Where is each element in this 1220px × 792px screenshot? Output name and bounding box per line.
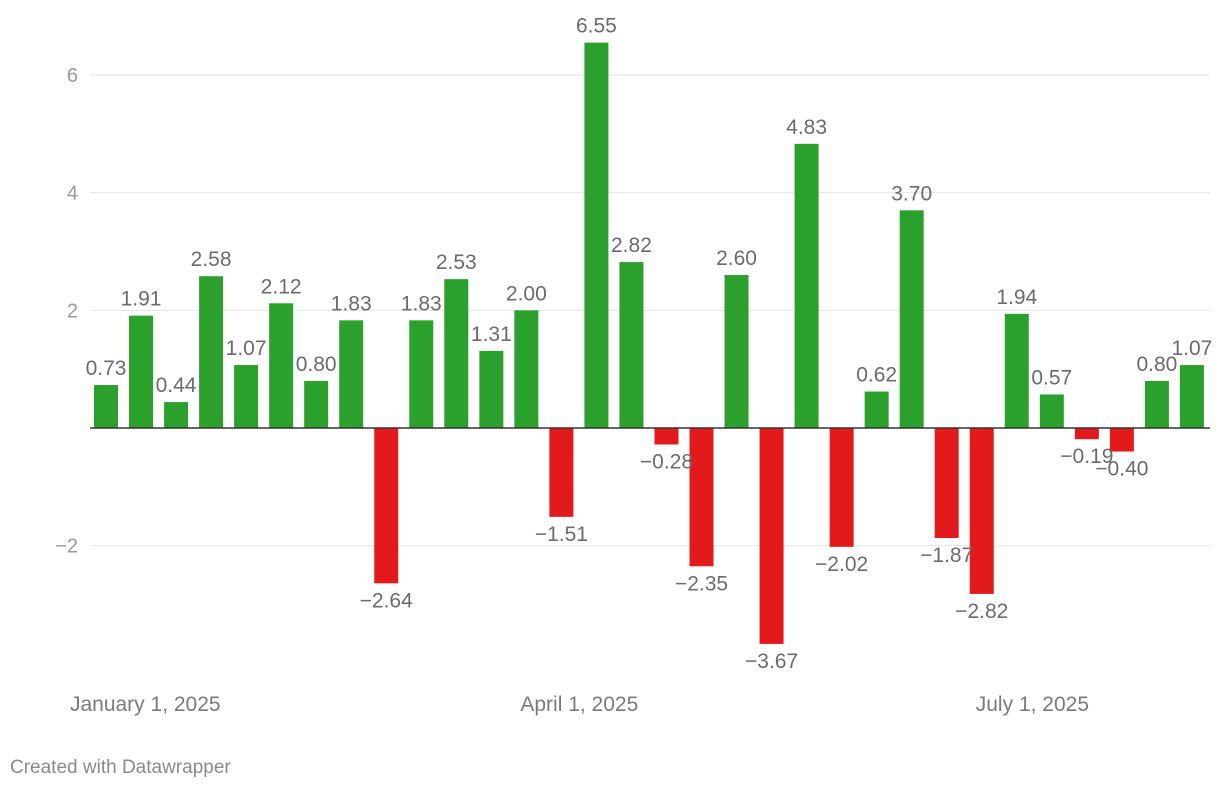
data-label: −1.51 [535, 523, 588, 546]
bar [94, 385, 118, 428]
data-label: 1.91 [121, 288, 162, 311]
bar [374, 428, 399, 584]
bar [409, 320, 434, 428]
data-label: 1.07 [1171, 337, 1212, 360]
bar [1144, 380, 1169, 428]
bar [444, 279, 469, 428]
data-label: 1.83 [331, 292, 372, 315]
bar [899, 210, 924, 428]
data-label: 0.62 [856, 364, 897, 387]
data-label: 1.07 [226, 337, 267, 360]
data-label: 1.83 [401, 292, 442, 315]
data-label: 1.94 [996, 286, 1037, 309]
bar [1004, 313, 1029, 428]
data-label: −0.40 [1095, 458, 1148, 481]
data-label: 3.70 [891, 182, 932, 205]
bar [164, 402, 189, 428]
axes: January 1, 2025 April 1, 2025 July 1, 2025 [70, 427, 1210, 716]
bar [689, 428, 714, 567]
y-tick-label: 4 [67, 183, 78, 205]
data-label: 4.83 [786, 116, 827, 139]
bar [199, 276, 224, 428]
bar [1109, 428, 1134, 452]
data-label: −2.02 [815, 553, 868, 576]
data-label: 0.80 [1136, 353, 1177, 376]
bar [829, 428, 854, 547]
data-label: −2.35 [675, 572, 728, 595]
bar [514, 310, 539, 428]
data-label: 0.80 [296, 353, 337, 376]
data-label: −1.87 [920, 544, 973, 567]
bar [129, 315, 154, 428]
x-tick-label: April 1, 2025 [520, 693, 638, 716]
data-label: −0.28 [640, 450, 693, 473]
data-label: 6.55 [576, 15, 617, 38]
data-label: 1.31 [471, 323, 512, 346]
data-label: −0.19 [1060, 445, 1113, 468]
data-label: −2.82 [955, 600, 1008, 623]
y-tick-label: 2 [67, 300, 78, 322]
bar [304, 380, 329, 428]
y-tick-label: −2 [55, 536, 78, 558]
data-label: −3.67 [745, 650, 798, 673]
bar [619, 262, 644, 428]
bar [584, 42, 609, 429]
data-label: 0.73 [86, 357, 127, 380]
data-label: 2.12 [261, 275, 302, 298]
data-label: 2.00 [506, 282, 547, 305]
data-label: −2.64 [360, 589, 413, 612]
bar [759, 428, 784, 644]
bar [234, 365, 259, 428]
x-tick-label: July 1, 2025 [976, 693, 1089, 716]
data-label: 2.58 [191, 248, 232, 271]
bar [724, 275, 749, 428]
bar [969, 428, 994, 594]
bar [934, 428, 959, 539]
data-label: 2.53 [436, 251, 477, 274]
footer-credit: Created with Datawrapper [10, 757, 231, 778]
x-tick-label: January 1, 2025 [70, 693, 221, 716]
data-labels: 0.73 1.91 0.44 2.58 1.07 2.12 0.80 1.83 −2.64 1.8… [86, 15, 1213, 673]
bar [1074, 428, 1099, 440]
bar [269, 303, 294, 428]
bar [654, 428, 679, 445]
bar [794, 143, 819, 428]
y-tick-label: 6 [67, 65, 78, 87]
data-label: 2.82 [611, 234, 652, 257]
bars [94, 42, 1204, 644]
data-label: 2.60 [716, 247, 757, 270]
bar [1039, 394, 1064, 428]
data-label: 0.57 [1031, 366, 1072, 389]
bar [479, 350, 504, 428]
bar [339, 320, 364, 428]
bar [1179, 365, 1204, 428]
data-label: 0.44 [156, 374, 197, 397]
bar [864, 391, 889, 428]
bar [549, 428, 574, 517]
gridlines: 6 4 2 −2 [55, 65, 1210, 558]
